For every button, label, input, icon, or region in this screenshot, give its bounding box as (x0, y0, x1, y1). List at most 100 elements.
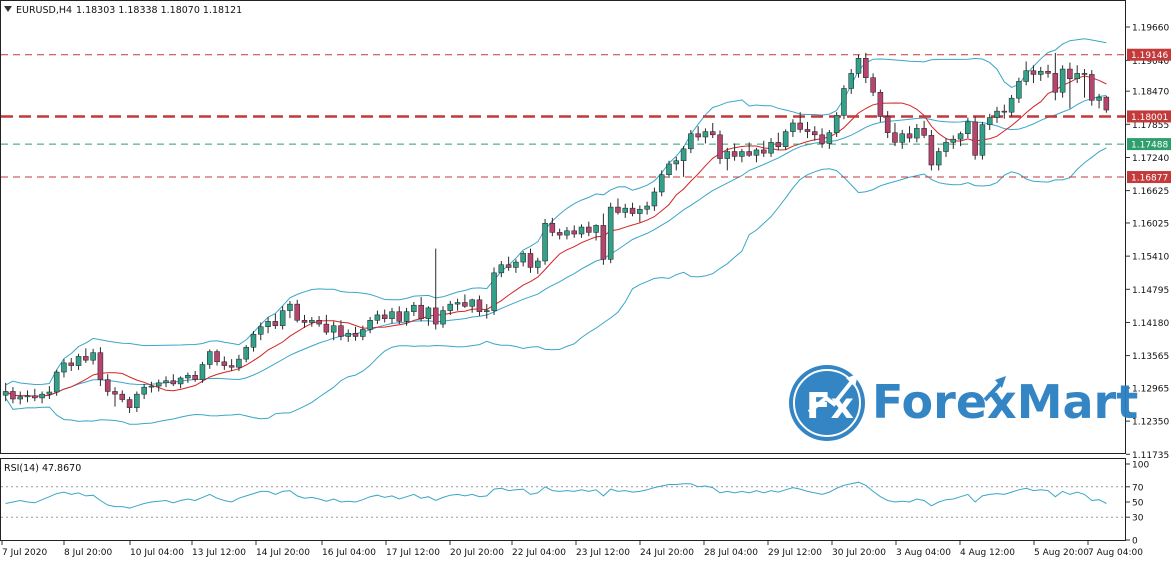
x-tick-label: 14 Jul 20:00 (256, 548, 310, 558)
candle-body (163, 380, 169, 384)
candle-body (484, 310, 490, 312)
rsi-series (5, 481, 1107, 509)
candle-body (899, 133, 905, 143)
candle-body (702, 131, 709, 138)
candle-body (214, 351, 220, 363)
candle-body (1023, 70, 1029, 82)
price-level-label: 1.16877 (1131, 174, 1168, 184)
candle-body (440, 310, 446, 325)
y-tick-label: 1.17240 (1132, 154, 1169, 164)
logo-arrowhead-icon (846, 374, 858, 387)
candle-body (294, 303, 300, 321)
candle-body (272, 321, 279, 326)
candle-body (61, 362, 67, 373)
candle-body (425, 307, 432, 319)
candle-body (666, 163, 672, 175)
candle-body (32, 395, 38, 399)
candle-body (870, 77, 876, 93)
x-tick-label: 3 Aug 04:00 (896, 548, 951, 558)
candle-body (279, 310, 286, 326)
x-tick-label: 24 Jul 20:00 (640, 548, 694, 558)
candle-body (1067, 68, 1073, 80)
candle-body (571, 230, 577, 235)
candle-body (185, 375, 191, 379)
candle-body (170, 380, 177, 385)
candle-body (826, 132, 833, 144)
candles (2, 52, 1110, 414)
axis-labels: 1.19660 1.19040 1.18470 1.17855 1.17240 1.166… (1, 24, 1169, 558)
candle-body (90, 352, 96, 361)
candle-body (629, 207, 636, 214)
candle-body (775, 142, 782, 147)
forexmart-logo: Fx ForexMart (789, 365, 1138, 441)
symbol-header-group: EURUSD,H4 1.18303 1.18338 1.18070 1.1812… (4, 5, 242, 16)
candle-body (250, 334, 257, 348)
candle-body (695, 133, 701, 138)
candle-body (790, 122, 796, 132)
candle-body (403, 311, 410, 322)
candle-body (1052, 73, 1059, 93)
candle-body (134, 393, 140, 408)
candle-body (965, 121, 971, 134)
candle-body (1081, 73, 1088, 75)
candle-body (527, 253, 534, 268)
bollinger-bands (5, 38, 1107, 425)
candle-body (141, 386, 147, 395)
candle-body (1016, 81, 1022, 99)
x-tick-label: 13 Jul 12:00 (192, 548, 246, 558)
candle-body (935, 151, 942, 166)
candle-body (680, 148, 687, 161)
y-tick-label: 1.12350 (1132, 418, 1169, 428)
y-tick-label: 1.11735 (1132, 451, 1169, 461)
x-tick-label: 20 Jul 20:00 (450, 548, 504, 558)
candle-body (381, 314, 388, 319)
rsi-panel-frame (0, 458, 1126, 541)
candle-body (75, 356, 82, 366)
logo-arrow-icon (807, 378, 855, 414)
x-tick-label: 23 Jul 12:00 (576, 548, 630, 558)
y-tick-label: 1.19040 (1132, 57, 1169, 67)
candle-body (338, 325, 344, 337)
candle-body (549, 222, 556, 233)
price-level-badge (1127, 138, 1171, 151)
candle-body (812, 131, 818, 136)
candle-body (593, 225, 599, 233)
ma-line (5, 75, 1107, 397)
candle-body (943, 142, 949, 152)
moving-average (5, 75, 1107, 397)
candle-body (1074, 73, 1080, 80)
candle-body (345, 332, 351, 337)
candle-body (746, 151, 752, 156)
candle-body (972, 121, 978, 156)
candle-body (498, 264, 505, 274)
candle-body (97, 352, 104, 380)
ohlc-values: 1.18303 1.18338 1.18070 1.18121 (76, 5, 242, 16)
candle-body (768, 142, 774, 154)
x-tick-label: 4 Aug 12:00 (960, 548, 1015, 558)
y-tick-label: 1.17855 (1132, 121, 1169, 131)
candle-body (432, 307, 439, 325)
candle-body (1001, 110, 1008, 113)
x-tick-label: 22 Jul 04:00 (512, 548, 566, 558)
candle-body (1059, 68, 1066, 93)
candle-body (761, 149, 767, 154)
watermark-text: ForexMart (872, 375, 1138, 429)
candle-body (513, 261, 519, 268)
candle-body (520, 253, 526, 263)
candle-body (360, 329, 366, 337)
candle-body (855, 58, 862, 74)
candle-body (119, 393, 126, 400)
candle-body (673, 160, 680, 165)
watermark-arrow-icon (983, 382, 1002, 402)
candle-body (177, 377, 184, 385)
candle-body (1038, 70, 1044, 75)
candle-body (819, 134, 825, 144)
candle-body (586, 226, 592, 233)
candle-body (323, 323, 330, 333)
candle-body (352, 332, 359, 337)
candle-body (841, 88, 847, 116)
grid-layer (1, 486, 1125, 518)
y-tick-label: 1.16025 (1132, 219, 1169, 229)
x-tick-label: 7 Jul 2020 (2, 548, 47, 558)
